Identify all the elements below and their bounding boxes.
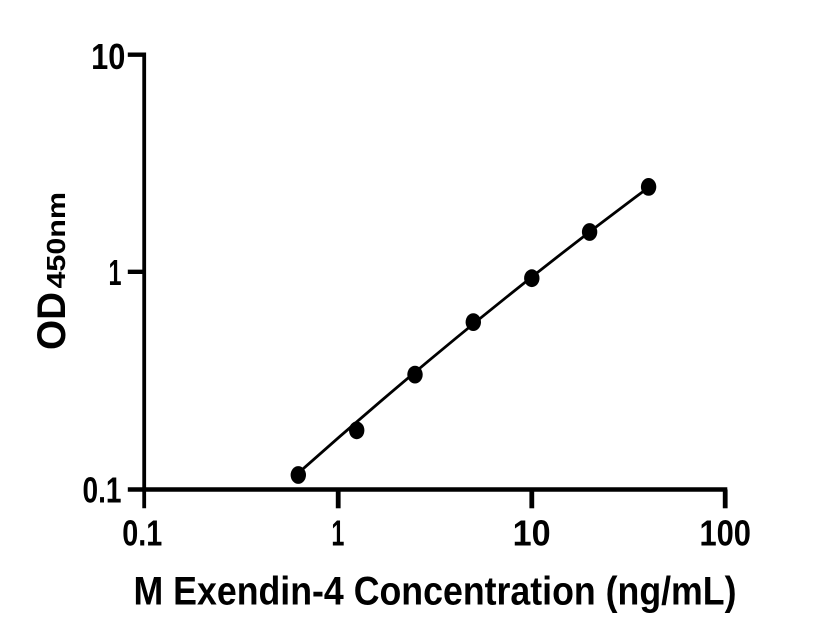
svg-text:0.1: 0.1 <box>122 513 162 554</box>
svg-text:1: 1 <box>331 513 344 554</box>
svg-text:OD: OD <box>30 292 74 350</box>
svg-text:10: 10 <box>91 36 125 77</box>
svg-text:M Exendin-4 Concentration (ng/: M Exendin-4 Concentration (ng/mL) <box>134 569 737 613</box>
svg-text:0.1: 0.1 <box>83 470 122 511</box>
svg-text:100: 100 <box>699 513 751 554</box>
svg-text:10: 10 <box>513 513 551 554</box>
svg-text:450nm: 450nm <box>41 192 71 289</box>
svg-text:1: 1 <box>109 252 122 293</box>
